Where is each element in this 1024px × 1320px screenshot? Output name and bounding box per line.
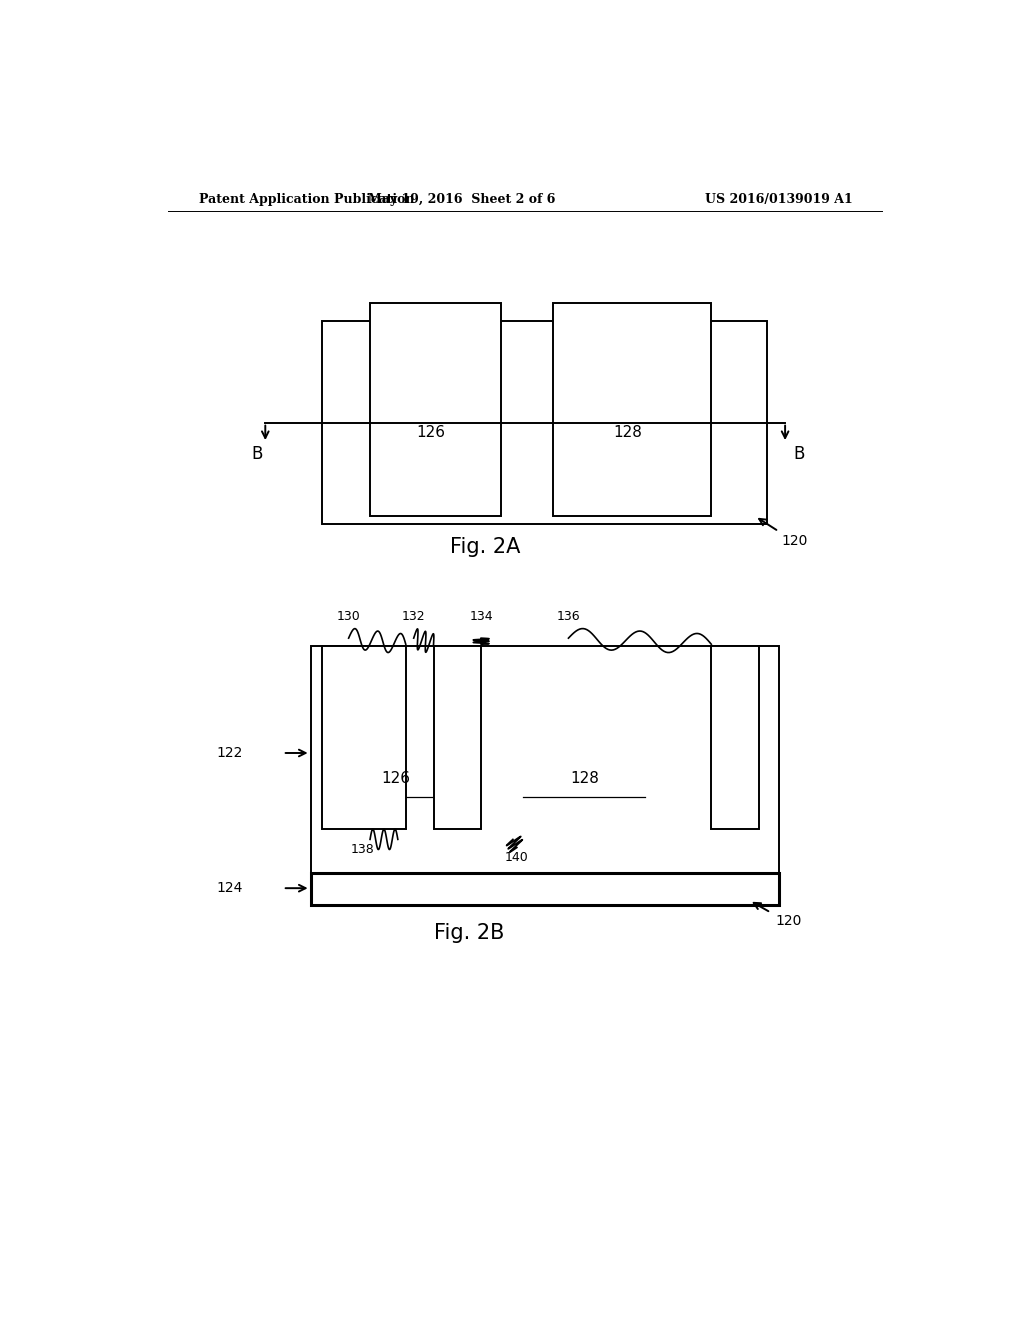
Text: 134: 134: [469, 610, 493, 623]
Bar: [310, 873, 778, 906]
Text: 126: 126: [382, 771, 411, 785]
Text: US 2016/0139019 A1: US 2016/0139019 A1: [705, 193, 853, 206]
Text: 128: 128: [570, 771, 599, 785]
Text: 132: 132: [401, 610, 426, 623]
Text: 120: 120: [776, 913, 802, 928]
Text: 126: 126: [417, 425, 445, 441]
Text: 138: 138: [350, 843, 374, 857]
Text: 128: 128: [613, 425, 642, 441]
Text: May 19, 2016  Sheet 2 of 6: May 19, 2016 Sheet 2 of 6: [368, 193, 555, 206]
Bar: [553, 302, 712, 516]
Text: Fig. 2B: Fig. 2B: [434, 923, 505, 942]
Text: 122: 122: [217, 746, 243, 760]
Text: B: B: [252, 445, 263, 463]
Bar: [310, 647, 778, 875]
Text: 124: 124: [217, 882, 243, 895]
Text: Patent Application Publication: Patent Application Publication: [200, 193, 415, 206]
Text: 136: 136: [557, 610, 581, 623]
Text: Fig. 2A: Fig. 2A: [450, 537, 520, 557]
Bar: [433, 647, 481, 829]
Bar: [370, 302, 501, 516]
Text: 130: 130: [337, 610, 360, 623]
Text: 120: 120: [781, 533, 808, 548]
Bar: [323, 647, 406, 829]
Text: B: B: [793, 445, 804, 463]
Bar: [323, 321, 767, 524]
Bar: [712, 647, 759, 829]
Text: 140: 140: [505, 851, 528, 865]
